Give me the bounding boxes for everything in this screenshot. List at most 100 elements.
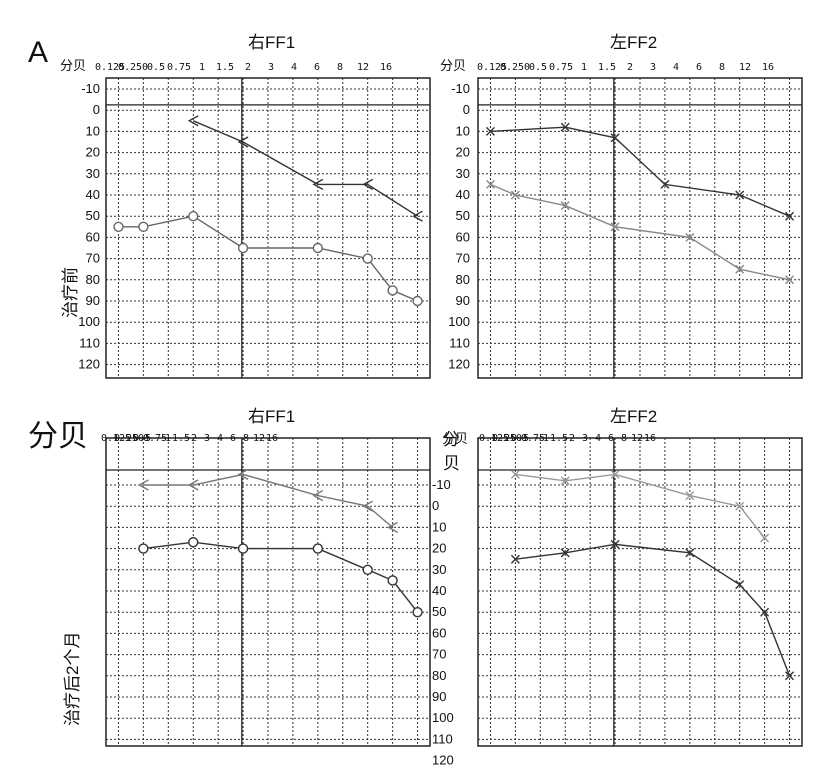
data-point [412, 295, 423, 307]
y-tick-label: 90 [432, 689, 446, 704]
y-tick-label: 90 [456, 293, 470, 308]
x-tick-label: 0.75 [549, 62, 573, 73]
data-point [362, 178, 374, 191]
y-tick-label: 60 [432, 625, 446, 640]
y-tick-label: 80 [456, 272, 470, 287]
y-tick-label: 20 [432, 541, 446, 556]
y-tick-label: 120 [432, 753, 454, 768]
x-tick-label: 6 [608, 433, 614, 444]
x-tick-label: 4 [673, 62, 679, 73]
y-tick-label: -10 [451, 81, 470, 96]
y-tick-label: -10 [432, 477, 451, 492]
y-tick-label: 120 [448, 357, 470, 372]
x-tick-label: 0.5 [511, 433, 529, 444]
y-tick-label: 80 [86, 272, 100, 287]
x-tick-label: 4 [291, 62, 297, 73]
y-tick-label: -10 [81, 81, 100, 96]
data-point [237, 468, 249, 481]
x-tick-label: 0.5 [147, 62, 165, 73]
x-tick-label: 1.5 [172, 433, 190, 444]
series-line [490, 126, 790, 217]
x-tick-label: 1.5 [216, 62, 234, 73]
data-point [560, 122, 570, 132]
data-point [412, 210, 423, 222]
y-tick-label: 110 [432, 731, 453, 746]
data-point [187, 115, 199, 127]
data-point [312, 489, 324, 502]
data-point [560, 476, 570, 486]
data-point [387, 521, 398, 534]
x-tick-label: 0.75 [521, 433, 545, 444]
data-point [387, 575, 398, 586]
data-point [113, 221, 124, 233]
data-point [735, 190, 745, 200]
x-tick-label: 0.250 [114, 433, 144, 444]
series-line [192, 120, 418, 217]
x-tick-label: 0.75 [143, 433, 167, 444]
y-tick-label: 110 [79, 335, 100, 350]
y-tick-label: 40 [456, 187, 470, 202]
series-line [143, 541, 419, 613]
series-line [515, 473, 766, 539]
panel-title: 右FF1 [248, 33, 295, 52]
x-tick-label: 2 [191, 433, 197, 444]
y-unit-label: 分贝 [60, 58, 86, 73]
y-tick-label: 50 [86, 208, 100, 223]
x-tick-label: 12 [357, 62, 369, 73]
data-point [785, 671, 795, 681]
y-tick-label: 60 [456, 229, 470, 244]
data-point [510, 554, 520, 564]
data-point [610, 469, 620, 479]
data-point [237, 543, 249, 554]
y-tick-label: 40 [86, 187, 100, 202]
y-tick-label: 10 [456, 123, 470, 138]
series-line [143, 473, 394, 528]
data-point [785, 275, 795, 285]
x-tick-label: 0.250 [118, 62, 148, 73]
y-tick-label: 100 [432, 710, 454, 725]
y-tick-label: 100 [448, 314, 470, 329]
x-tick-label: 4 [217, 433, 223, 444]
x-tick-label: 2 [245, 62, 251, 73]
x-tick-label: 8 [719, 62, 725, 73]
y-tick-label: 120 [78, 357, 100, 372]
y-tick-label: 110 [449, 335, 470, 350]
y-tick-label: 60 [86, 229, 100, 244]
x-tick-label: 0.5 [133, 433, 151, 444]
y-tick-label: 70 [456, 251, 470, 266]
data-point [760, 607, 770, 617]
data-point [785, 211, 795, 221]
y-tick-label: 0 [463, 102, 470, 117]
data-point [362, 253, 373, 264]
x-tick-label: 0.250 [500, 62, 530, 73]
x-tick-label: 8 [337, 62, 343, 73]
x-tick-label: 0.125 [477, 62, 507, 73]
x-tick-label: 16 [762, 62, 774, 73]
data-point [387, 285, 398, 296]
big-unit-label: 分贝 [28, 420, 88, 453]
y-tick-label: 70 [86, 251, 100, 266]
data-point [760, 533, 770, 543]
panel-title: 左FF2 [610, 33, 657, 52]
y-tick-label: 10 [86, 123, 100, 138]
data-point [188, 210, 199, 222]
x-tick-label: 1 [581, 62, 587, 73]
x-tick-label: 12 [253, 433, 265, 444]
y-tick-label: 70 [432, 647, 446, 662]
data-point [412, 607, 423, 618]
data-point [187, 479, 199, 491]
x-tick-label: 4 [595, 433, 601, 444]
y-unit-label: 分贝 [442, 431, 468, 446]
x-tick-label: 12 [631, 433, 643, 444]
data-point [735, 501, 745, 511]
data-point [685, 491, 695, 501]
data-point [312, 242, 324, 254]
data-point [560, 548, 570, 558]
x-tick-label: 16 [644, 433, 656, 444]
x-tick-label: 0.125 [479, 433, 509, 444]
y-tick-label: 30 [86, 166, 100, 181]
x-tick-label: 6 [230, 433, 236, 444]
